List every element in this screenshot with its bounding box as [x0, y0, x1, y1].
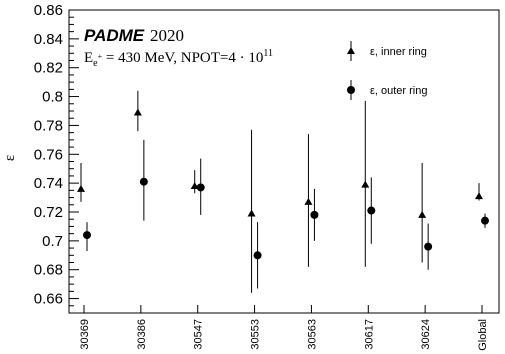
experiment-year: 2020: [150, 26, 184, 45]
y-tick-label: 0.8: [42, 89, 63, 106]
beam-info: Ee+ = 430 MeV, NPOT=4 · 1011: [84, 48, 273, 69]
data-point: [247, 209, 256, 217]
data-point: [190, 182, 199, 190]
data-point: [424, 242, 433, 251]
data-point: [77, 184, 85, 192]
y-tick-label: 0.66: [34, 291, 63, 308]
legend-label: ε, outer ring: [370, 85, 428, 97]
x-tick-label: 30617: [363, 319, 375, 350]
experiment-annotation: PADME 2020 Ee+ = 430 MeV, NPOT=4 · 1011: [84, 26, 273, 69]
x-tick-label: 30624: [420, 319, 432, 350]
y-tick-label: 0.84: [34, 31, 63, 48]
x-tick-label: 30547: [193, 319, 205, 350]
x-axis: 30369 30386 30547 30553 30563 30617 30624 Globa…: [79, 305, 489, 351]
data-point: [361, 180, 370, 188]
data-point: [83, 231, 91, 240]
series-2: [83, 139, 489, 289]
legend: ε, inner ring ε, outer ring: [347, 41, 428, 100]
y-tick-label: 0.7: [42, 233, 63, 250]
data-point: [310, 210, 319, 219]
y-tick-label: 0.74: [34, 175, 63, 192]
data-point: [253, 251, 262, 260]
y-axis: 0.66 0.68 0.7 0.72 0.74 0.76 0.78 0.8 0.82 0.84 0.…: [34, 2, 79, 308]
y-tick-label: 0.86: [34, 2, 63, 19]
data-marks: [77, 90, 489, 293]
data-point: [196, 183, 205, 192]
data-point: [139, 177, 148, 186]
plot-frame: [68, 9, 500, 314]
x-tick-label: 30563: [306, 319, 318, 350]
legend-marker: [347, 86, 355, 94]
legend-label: ε, inner ring: [370, 46, 427, 58]
y-tick-label: 0.72: [34, 204, 63, 221]
y-tick-label: 0.78: [34, 117, 63, 134]
data-point: [475, 192, 483, 200]
legend-marker: [347, 47, 355, 54]
data-point: [418, 210, 427, 218]
x-tick-label: 30553: [250, 319, 262, 350]
experiment-name: PADME: [84, 26, 145, 45]
x-tick-label: 30369: [79, 319, 91, 350]
series-1: [77, 90, 483, 293]
x-tick-label: 30386: [136, 319, 148, 350]
y-tick-label: 0.68: [34, 262, 63, 279]
y-tick-label: 0.82: [34, 60, 63, 77]
data-point: [481, 216, 489, 225]
data-point: [367, 206, 376, 215]
data-point: [304, 197, 313, 205]
y-axis-label: ε: [2, 155, 18, 161]
y-tick-label: 0.76: [34, 146, 63, 163]
x-tick-label: Global: [477, 319, 489, 351]
data-point: [133, 108, 142, 116]
